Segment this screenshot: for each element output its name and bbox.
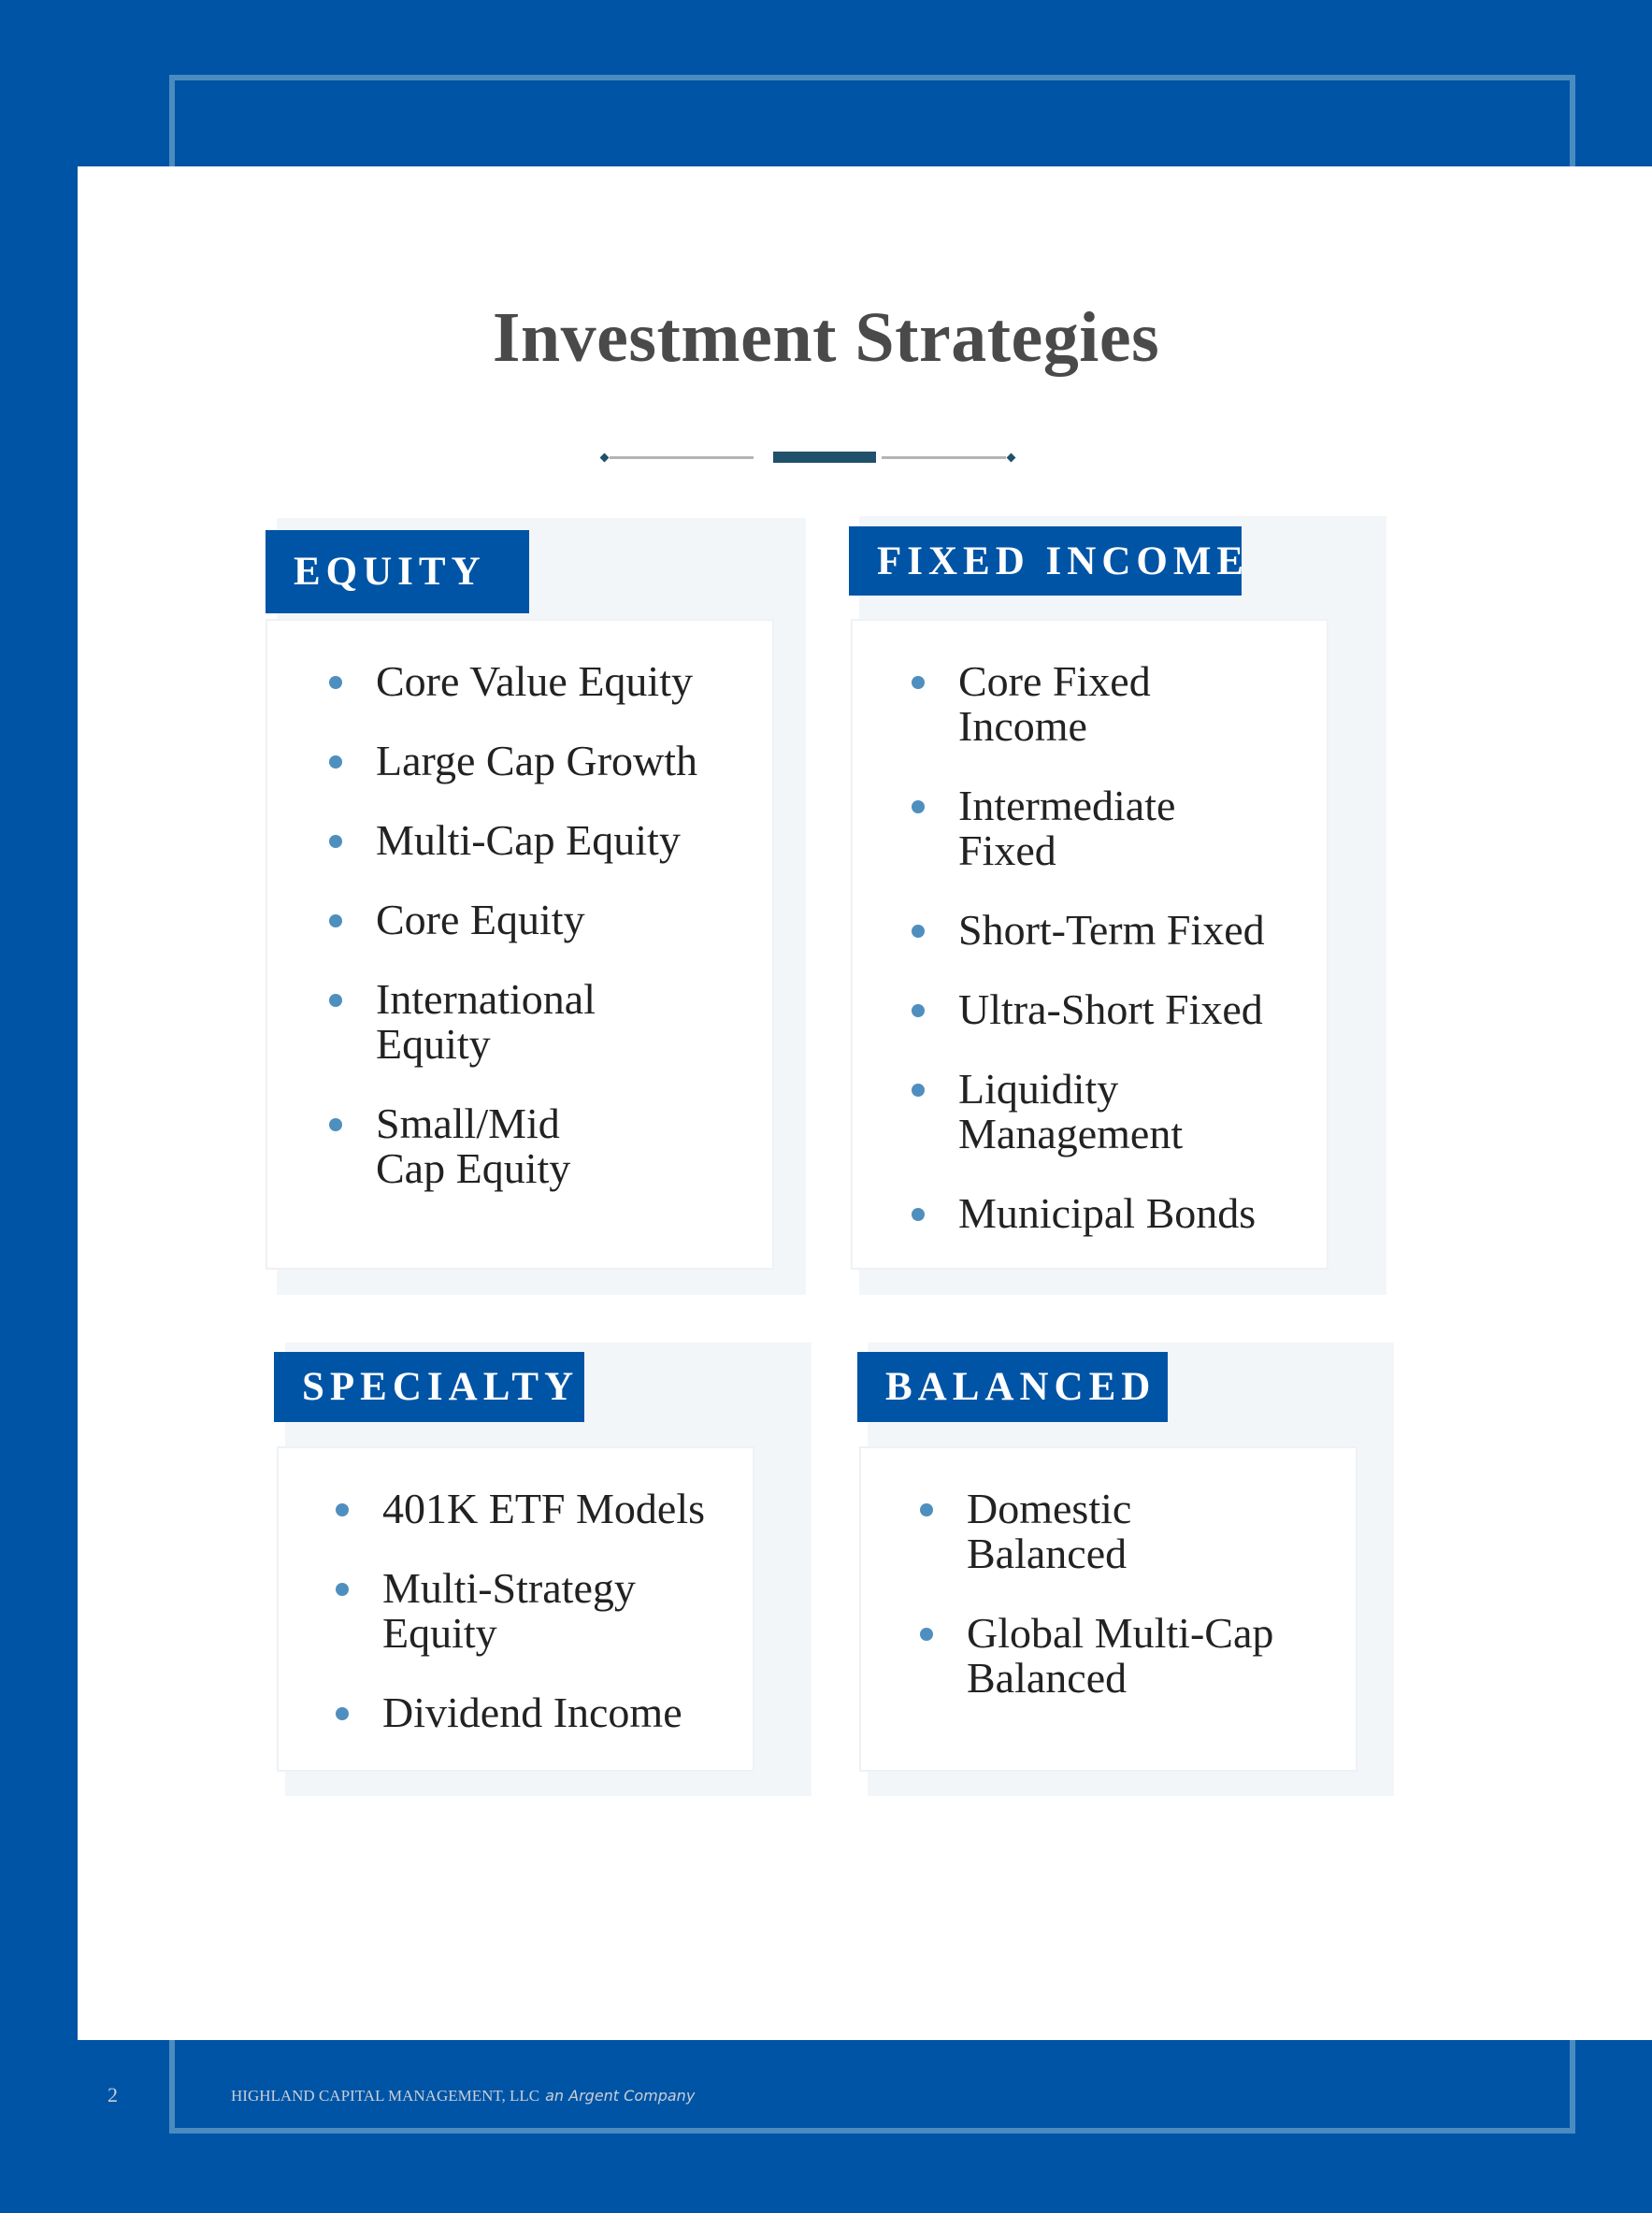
list-item: Multi-Strategy Equity bbox=[336, 1566, 753, 1656]
strategy-name: Core Equity bbox=[376, 896, 585, 943]
list-item: Core Equity bbox=[329, 898, 772, 942]
tagline: an Argent Company bbox=[545, 2087, 696, 2105]
bullet-icon bbox=[336, 1707, 349, 1720]
bullet-icon bbox=[912, 925, 925, 938]
strategy-list: Core Value Equity Large Cap Growth Multi-C… bbox=[266, 619, 774, 1270]
bullet-icon bbox=[912, 1084, 925, 1097]
bullet-icon bbox=[912, 1208, 925, 1221]
strategy-name: International Equity bbox=[376, 975, 596, 1068]
list-item: Core Fixed Income bbox=[912, 659, 1327, 749]
bullet-icon bbox=[329, 755, 342, 769]
list-item: Liquidity Management bbox=[912, 1067, 1327, 1157]
strategy-list: Domestic Balanced Global Multi-Cap Balanc… bbox=[859, 1446, 1358, 1772]
list-item: Global Multi-Cap Balanced bbox=[920, 1611, 1356, 1701]
bullet-icon bbox=[336, 1503, 349, 1516]
list-item: Ultra-Short Fixed bbox=[912, 987, 1327, 1032]
strategy-list: Core Fixed Income Intermediate Fixed Short… bbox=[851, 619, 1329, 1270]
strategy-name: Large Cap Growth bbox=[376, 737, 698, 784]
list-item: Short-Term Fixed bbox=[912, 908, 1327, 953]
list-item: Municipal Bonds bbox=[912, 1191, 1327, 1236]
bullet-icon bbox=[336, 1583, 349, 1596]
strategy-name: Global Multi-Cap Balanced bbox=[967, 1609, 1274, 1702]
bullet-icon bbox=[329, 914, 342, 927]
strategy-name: Dividend Income bbox=[382, 1688, 682, 1736]
footer-text: HIGHLAND CAPITAL MANAGEMENT, LLC an Argen… bbox=[231, 2087, 695, 2105]
list-item: Small/Mid Cap Equity bbox=[329, 1101, 772, 1191]
bullet-icon bbox=[912, 676, 925, 689]
bullet-icon bbox=[329, 1118, 342, 1131]
page-title: Investment Strategies bbox=[492, 298, 1160, 377]
divider-line bbox=[610, 456, 754, 459]
strategy-name: Liquidity Management bbox=[958, 1065, 1184, 1157]
strategy-name: Ultra-Short Fixed bbox=[958, 985, 1263, 1033]
section-label: EQUITY bbox=[266, 530, 529, 613]
bullet-icon bbox=[329, 994, 342, 1007]
bullet-icon bbox=[329, 676, 342, 689]
strategy-name: Multi-Cap Equity bbox=[376, 816, 681, 864]
strategy-name: Core Value Equity bbox=[376, 657, 693, 705]
strategy-name: Core Fixed Income bbox=[958, 657, 1151, 750]
bullet-icon bbox=[920, 1628, 933, 1641]
section-label: SPECIALTY bbox=[274, 1352, 584, 1422]
strategy-name: Small/Mid Cap Equity bbox=[376, 1099, 571, 1192]
page-number: 2 bbox=[108, 2083, 118, 2106]
list-item: Dividend Income bbox=[336, 1690, 753, 1735]
list-item: Large Cap Growth bbox=[329, 739, 772, 783]
divider-bar bbox=[773, 452, 876, 463]
bullet-icon bbox=[329, 835, 342, 848]
section-label: FIXED INCOME bbox=[849, 526, 1243, 596]
strategy-name: 401K ETF Models bbox=[382, 1485, 705, 1532]
list-item: International Equity bbox=[329, 977, 772, 1067]
bullet-icon bbox=[920, 1503, 933, 1516]
divider-line bbox=[882, 456, 1006, 459]
list-item: 401K ETF Models bbox=[336, 1487, 753, 1531]
bullet-icon bbox=[912, 800, 925, 813]
strategy-name: Multi-Strategy Equity bbox=[382, 1564, 636, 1657]
company-name: HIGHLAND CAPITAL MANAGEMENT, LLC bbox=[231, 2087, 540, 2105]
strategy-name: Domestic Balanced bbox=[967, 1485, 1132, 1577]
strategy-list: 401K ETF Models Multi-Strategy Equity Divi… bbox=[277, 1446, 754, 1772]
strategy-name: Intermediate Fixed bbox=[958, 782, 1176, 874]
list-item: Intermediate Fixed bbox=[912, 783, 1327, 873]
bullet-icon bbox=[912, 1004, 925, 1017]
list-item: Multi-Cap Equity bbox=[329, 818, 772, 863]
strategy-name: Short-Term Fixed bbox=[958, 906, 1265, 954]
list-item: Core Value Equity bbox=[329, 659, 772, 704]
section-label: BALANCED bbox=[857, 1352, 1168, 1422]
strategy-name: Municipal Bonds bbox=[958, 1189, 1257, 1237]
list-item: Domestic Balanced bbox=[920, 1487, 1356, 1576]
